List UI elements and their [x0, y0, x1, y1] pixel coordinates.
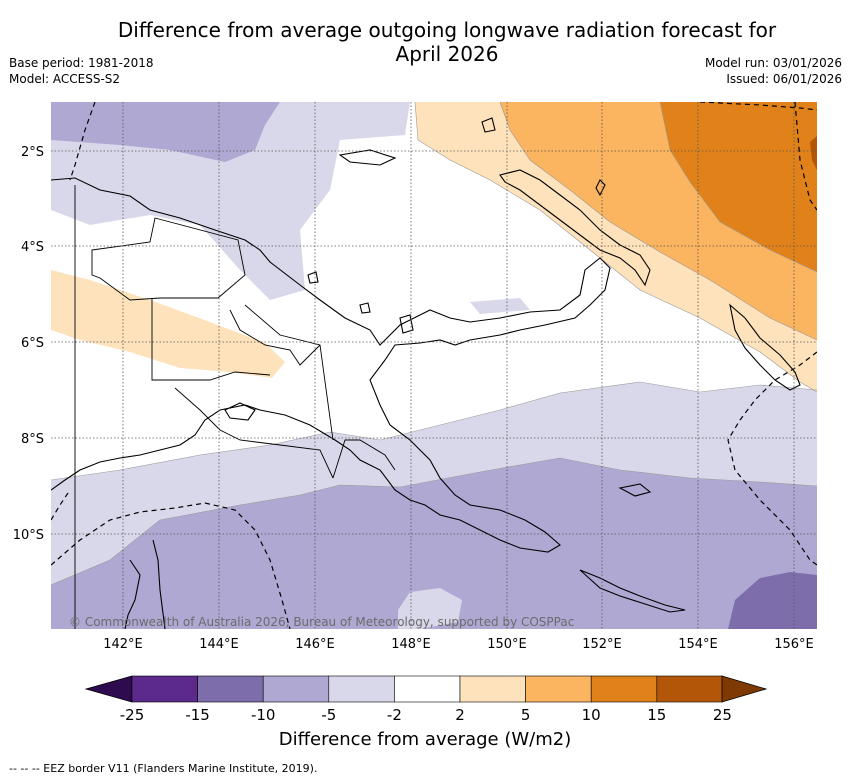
eez-footnote: -- -- -- EEZ border V11 (Flanders Marine…	[9, 762, 318, 775]
base-period: Base period: 1981-2018	[9, 56, 154, 70]
colorbar-title: Difference from average (W/m2)	[278, 729, 572, 750]
lon-label: 154°E	[678, 637, 718, 652]
province-borders	[74, 185, 396, 629]
lat-label: 6°S	[21, 336, 44, 351]
lat-label: 2°S	[21, 145, 44, 160]
model-name: Model: ACCESS-S2	[9, 72, 121, 86]
colorbar-label: -25	[120, 706, 145, 724]
colorbar-label: 5	[521, 706, 531, 724]
lon-label: 150°E	[487, 637, 527, 652]
lon-label: 142°E	[103, 637, 143, 652]
issued-date: Issued: 06/01/2026	[726, 72, 842, 86]
colorbar-bin	[131, 675, 198, 703]
title-line-2: April 2026	[395, 42, 499, 66]
meta-right: Model run: 03/01/2026 Issued: 06/01/2026	[705, 55, 842, 87]
longitude-labels: 142°E 144°E 146°E 148°E 150°E 152°E 154°…	[103, 637, 814, 652]
lon-label: 148°E	[391, 637, 431, 652]
colorbar	[84, 675, 768, 703]
model-run: Model run: 03/01/2026	[704, 56, 842, 70]
lat-label: 10°S	[13, 528, 44, 543]
colorbar-bin	[459, 675, 526, 703]
anomaly-field	[51, 102, 817, 629]
lat-label: 4°S	[21, 240, 44, 255]
colorbar-label: -10	[251, 706, 276, 724]
meta-left: Base period: 1981-2018 Model: ACCESS-S2	[9, 55, 154, 87]
map-title: Difference from average outgoing longwav…	[0, 18, 850, 66]
colorbar-label: -15	[185, 706, 210, 724]
lon-label: 144°E	[199, 637, 239, 652]
colorbar-bin	[394, 675, 461, 703]
lon-label: 156°E	[774, 637, 814, 652]
colorbar-labels: -25 -15 -10 -5 -2 2 5 10 15 25	[120, 706, 732, 724]
colorbar-extend-high	[721, 675, 768, 703]
colorbar-bin	[590, 675, 658, 703]
colorbar-bin	[262, 675, 330, 703]
colorbar-bin	[656, 675, 723, 703]
colorbar-bin	[197, 675, 264, 703]
colorbar-label: 10	[582, 706, 601, 724]
gridlines	[51, 102, 817, 629]
latitude-labels: 2°S 4°S 6°S 8°S 10°S	[13, 145, 44, 543]
coastlines	[51, 117, 801, 629]
lon-label: 152°E	[582, 637, 622, 652]
colorbar-extend-low	[84, 675, 133, 703]
lon-label: 146°E	[295, 637, 335, 652]
title-line-1: Difference from average outgoing longwav…	[117, 18, 777, 42]
copyright-text: © Commonwealth of Australia 2026, Bureau…	[69, 615, 574, 629]
colorbar-label: -2	[387, 706, 402, 724]
colorbar-label: 2	[455, 706, 465, 724]
colorbar-bin	[525, 675, 592, 703]
lat-label: 8°S	[21, 432, 44, 447]
colorbar-bin	[328, 675, 395, 703]
contour-lines	[51, 102, 817, 586]
colorbar-label: 15	[647, 706, 666, 724]
colorbar-label: 25	[713, 706, 732, 724]
colorbar-label: -5	[321, 706, 336, 724]
eez-border	[51, 102, 817, 629]
